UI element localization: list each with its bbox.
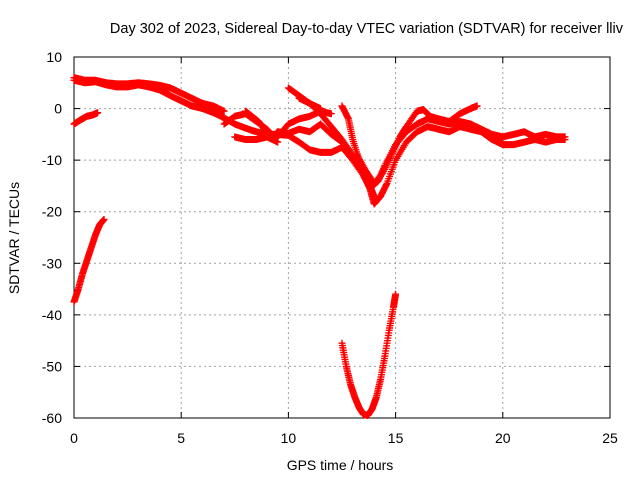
y-tick-label: 10 xyxy=(46,49,62,65)
data-point xyxy=(317,105,325,113)
grid-lines xyxy=(74,57,610,418)
series-6 xyxy=(231,133,282,146)
series-11 xyxy=(353,102,481,187)
y-tick-labels: -60 -50 -40 -30 -20 -10 0 10 xyxy=(42,49,62,426)
series-3 xyxy=(70,109,102,128)
series-9 xyxy=(295,94,325,113)
data-point xyxy=(94,109,102,117)
x-tick-label: 5 xyxy=(177,430,185,446)
x-tick-label: 10 xyxy=(281,430,297,446)
data-point xyxy=(473,102,481,110)
data-points xyxy=(70,74,569,419)
y-tick-label: -50 xyxy=(42,358,62,374)
data-point xyxy=(100,215,108,223)
series-13 xyxy=(70,215,108,306)
x-tick-labels: 0 5 10 15 20 25 xyxy=(70,430,618,446)
x-tick-label: 0 xyxy=(70,430,78,446)
data-point xyxy=(561,136,569,144)
x-tick-label: 25 xyxy=(602,430,618,446)
x-axis-label: GPS time / hours xyxy=(287,457,394,473)
y-tick-label: -40 xyxy=(42,307,62,323)
data-point xyxy=(220,107,228,115)
y-tick-label: -30 xyxy=(42,255,62,271)
y-tick-label: -10 xyxy=(42,152,62,168)
data-point xyxy=(499,138,507,146)
data-point xyxy=(327,110,335,118)
series-1 xyxy=(70,76,569,193)
x-tick-label: 15 xyxy=(388,430,404,446)
chart-title: Day 302 of 2023, Sidereal Day-to-day VTE… xyxy=(110,21,624,37)
plot-frame xyxy=(73,56,611,419)
series-12 xyxy=(456,120,507,146)
series-14 xyxy=(338,290,400,419)
x-tick-label: 20 xyxy=(495,430,511,446)
data-point xyxy=(392,290,400,298)
series-2 xyxy=(70,74,228,115)
y-tick-label: -20 xyxy=(42,204,62,220)
y-tick-label: -60 xyxy=(42,410,62,426)
axis-ticks xyxy=(73,56,611,419)
y-axis-label: SDTVAR / TECUs xyxy=(6,182,22,294)
y-tick-label: 0 xyxy=(54,101,62,117)
